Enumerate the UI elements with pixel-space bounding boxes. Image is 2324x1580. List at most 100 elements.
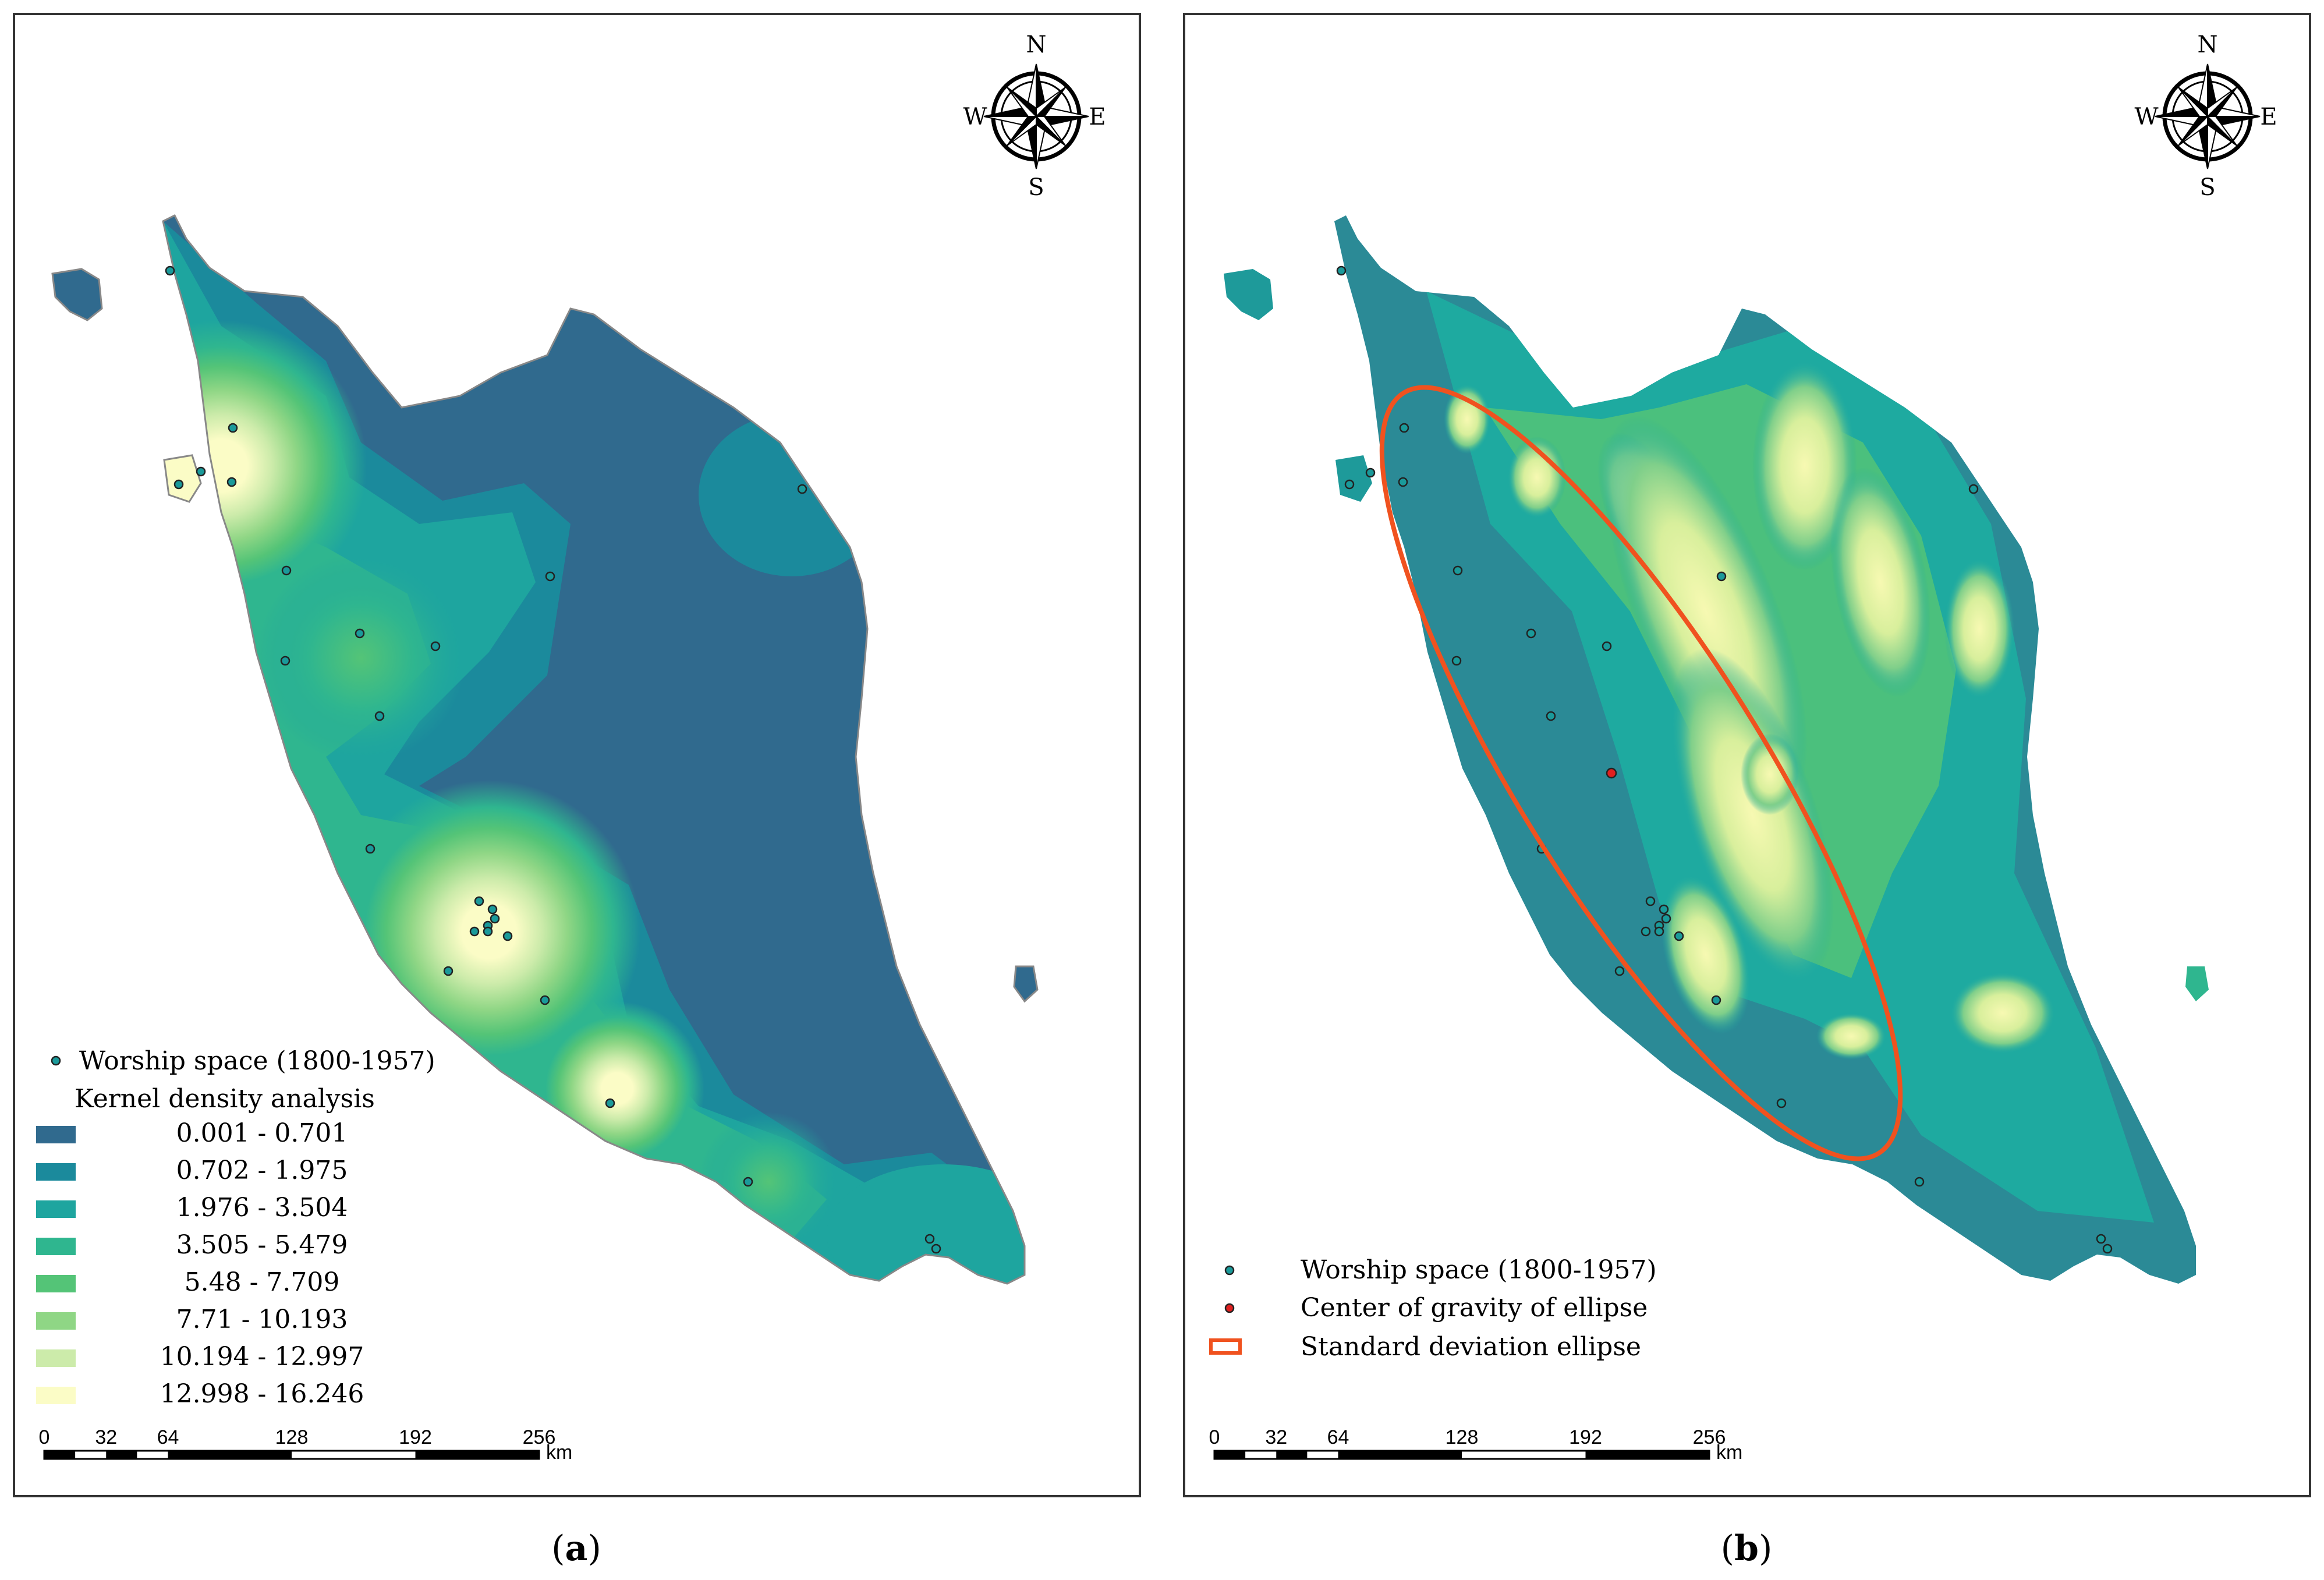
worship-point [483, 926, 493, 937]
scale-bar-segment [1276, 1451, 1308, 1459]
legend-classes: 0.001 - 0.701 0.702 - 1.975 1.976 - 3.504 3… [36, 1118, 364, 1409]
legend-center-symbol [1224, 1303, 1235, 1313]
legend-class-label: 1.976 - 3.504 [176, 1193, 348, 1223]
legend-swatch [36, 1200, 76, 1218]
compass-w: W [963, 104, 987, 130]
langkawi-island [1224, 269, 1273, 320]
north-arrow-a: N S E W [963, 31, 1106, 201]
legend-swatch [36, 1275, 76, 1292]
worship-point [605, 1098, 615, 1108]
scale-tick-label: 128 [275, 1426, 309, 1448]
worship-point [1674, 931, 1684, 941]
worship-point [1659, 904, 1669, 915]
worship-point [1399, 423, 1409, 433]
compass-s: S [1028, 174, 1044, 201]
tioman-island [2185, 966, 2209, 1001]
scale-tick-label: 128 [1446, 1426, 1479, 1448]
legend-class-label: 0.001 - 0.701 [176, 1118, 348, 1148]
scale-tick-label: 32 [95, 1426, 117, 1448]
worship-point [1968, 484, 1979, 494]
legend-ellipse-symbol [1209, 1338, 1242, 1355]
scale-bar-segment [1338, 1451, 1462, 1459]
scale-unit-label: km [546, 1441, 572, 1464]
worship-point [743, 1177, 753, 1187]
legend-points-label: Worship space (1800-1957) [1301, 1255, 1657, 1285]
standard-deviation-ellipse [1379, 385, 1903, 1161]
scale-bar-segment [44, 1451, 76, 1459]
worship-point [365, 844, 375, 854]
worship-point [1451, 656, 1462, 666]
penang-island [163, 454, 202, 503]
worship-point [469, 926, 480, 937]
caption-a: (a) [551, 1528, 601, 1569]
worship-point [1526, 628, 1536, 639]
caption-b: (b) [1721, 1528, 1773, 1569]
worship-point [2102, 1244, 2113, 1254]
worship-points-a [165, 265, 941, 1254]
worship-point [374, 711, 385, 721]
worship-point [196, 466, 206, 477]
worship-point [430, 641, 441, 651]
worship-point [487, 904, 498, 915]
scale-tick-label: 64 [1327, 1426, 1349, 1448]
scale-tick-label: 256 [523, 1426, 556, 1448]
worship-point [1711, 995, 1721, 1005]
scale-tick-label: 0 [39, 1426, 50, 1448]
scale-tick-label: 64 [157, 1426, 179, 1448]
scale-tick-label: 192 [1569, 1426, 1602, 1448]
scale-bar-segment [168, 1451, 292, 1459]
legend-points-label: Worship space (1800-1957) [79, 1046, 435, 1076]
legend-center-label: Center of gravity of ellipse [1301, 1293, 1648, 1323]
legend-swatch [36, 1163, 76, 1181]
legend-a: Worship space (1800-1957) Kernel density… [36, 1046, 435, 1409]
worship-point [1344, 479, 1355, 490]
north-arrow-b: N S E W [2134, 31, 2277, 201]
legend-swatch [36, 1312, 76, 1330]
worship-point [502, 931, 513, 941]
legend-swatch [36, 1349, 76, 1367]
compass-e: E [2260, 104, 2277, 130]
worship-point [226, 477, 237, 487]
worship-point [1452, 565, 1463, 576]
worship-point [1914, 1177, 1925, 1187]
compass-s: S [2199, 174, 2215, 201]
worship-point [1661, 913, 1671, 924]
worship-point [280, 656, 290, 666]
legend-swatch [36, 1238, 76, 1255]
worship-point [1602, 641, 1612, 651]
panel-b-map [1224, 215, 2209, 1284]
legend-class-label: 12.998 - 16.246 [160, 1379, 364, 1409]
worship-point [1398, 477, 1408, 487]
worship-point [924, 1234, 935, 1244]
scale-tick-label: 32 [1265, 1426, 1287, 1448]
scale-bar-segment [1214, 1451, 1246, 1459]
worship-point [474, 896, 484, 906]
compass-n: N [2198, 31, 2218, 58]
scale-unit-label: km [1716, 1441, 1742, 1464]
worship-point [228, 423, 238, 433]
legend-point-symbol [51, 1055, 61, 1066]
worship-point [165, 265, 175, 276]
center-of-gravity [1606, 767, 1617, 779]
worship-point [1365, 467, 1376, 478]
worship-point [281, 565, 292, 576]
legend-b: Worship space (1800-1957) Center of grav… [1209, 1255, 1657, 1362]
worship-point [797, 484, 807, 494]
worship-point [2096, 1234, 2106, 1244]
legend-point-symbol [1224, 1265, 1235, 1276]
langkawi-island [51, 268, 103, 321]
worship-point [173, 479, 184, 490]
legend-class-label: 0.702 - 1.975 [176, 1156, 348, 1185]
worship-point [1654, 926, 1664, 937]
legend-class-label: 5.48 - 7.709 [185, 1267, 340, 1297]
compass-w: W [2134, 104, 2158, 130]
worship-point [443, 966, 454, 976]
worship-point [545, 571, 555, 582]
legend-ellipse-label: Standard deviation ellipse [1301, 1332, 1641, 1362]
worship-point [1546, 711, 1556, 721]
worship-point [931, 1244, 941, 1254]
worship-point [355, 628, 365, 639]
